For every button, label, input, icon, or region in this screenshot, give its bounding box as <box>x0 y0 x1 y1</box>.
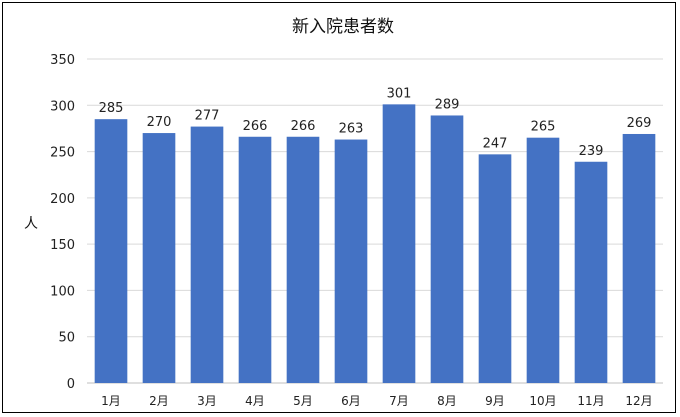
bar-9 <box>478 154 512 383</box>
x-tick-label: 2月 <box>149 394 169 408</box>
bar-10 <box>526 137 560 383</box>
bar-8 <box>430 115 464 384</box>
data-label: 269 <box>627 116 652 131</box>
y-tick-label: 250 <box>50 146 75 161</box>
x-tick-label: 10月 <box>529 394 556 408</box>
y-tick-label: 200 <box>50 192 75 207</box>
x-tick-label: 5月 <box>293 394 313 408</box>
y-tick-label: 350 <box>50 53 75 68</box>
x-tick-label: 6月 <box>341 394 361 408</box>
data-label: 266 <box>243 119 268 134</box>
bar-1 <box>94 119 128 384</box>
data-label: 247 <box>483 136 508 151</box>
data-label: 265 <box>531 120 556 135</box>
gridlines <box>87 58 663 384</box>
bar-chart: 新入院患者数 人 0 50 100 150 200 250 300 350 285 270 277… <box>24 17 663 408</box>
y-tick-label: 150 <box>50 238 75 253</box>
bar-11 <box>574 161 608 383</box>
bar-5 <box>286 136 320 383</box>
bars <box>94 104 656 384</box>
y-tick-label: 0 <box>67 377 75 392</box>
x-axis-ticks: 1月 2月 3月 4月 5月 6月 7月 8月 9月 10月 11月 12月 <box>101 394 652 408</box>
data-label: 270 <box>147 115 172 130</box>
x-tick-label: 7月 <box>389 394 409 408</box>
bar-3 <box>190 126 224 383</box>
data-label: 239 <box>579 144 604 159</box>
bar-2 <box>142 133 176 383</box>
data-label: 289 <box>435 97 460 112</box>
chart-title: 新入院患者数 <box>292 17 394 37</box>
y-axis-label: 人 <box>24 216 38 232</box>
bar-12 <box>622 133 656 383</box>
x-tick-label: 4月 <box>245 394 265 408</box>
data-label: 263 <box>339 122 364 137</box>
y-tick-label: 100 <box>50 284 75 299</box>
data-label: 285 <box>99 101 124 116</box>
y-axis-ticks: 0 50 100 150 200 250 300 350 <box>50 53 75 392</box>
data-labels: 285 270 277 266 266 263 301 289 247 265 239 269 <box>99 86 652 158</box>
bar-6 <box>334 139 368 383</box>
x-tick-label: 3月 <box>197 394 217 408</box>
y-tick-label: 300 <box>50 99 75 114</box>
data-label: 301 <box>387 86 412 101</box>
y-tick-label: 50 <box>58 331 75 346</box>
x-tick-label: 1月 <box>101 394 121 408</box>
x-tick-label: 11月 <box>577 394 604 408</box>
bar-4 <box>238 136 272 383</box>
x-tick-label: 8月 <box>437 394 457 408</box>
data-label: 266 <box>291 119 316 134</box>
data-label: 277 <box>195 109 220 124</box>
x-tick-label: 9月 <box>485 394 505 408</box>
x-tick-label: 12月 <box>625 394 652 408</box>
bar-7 <box>382 104 416 384</box>
chart-frame: 新入院患者数 人 0 50 100 150 200 250 300 350 285 270 277… <box>2 2 676 413</box>
